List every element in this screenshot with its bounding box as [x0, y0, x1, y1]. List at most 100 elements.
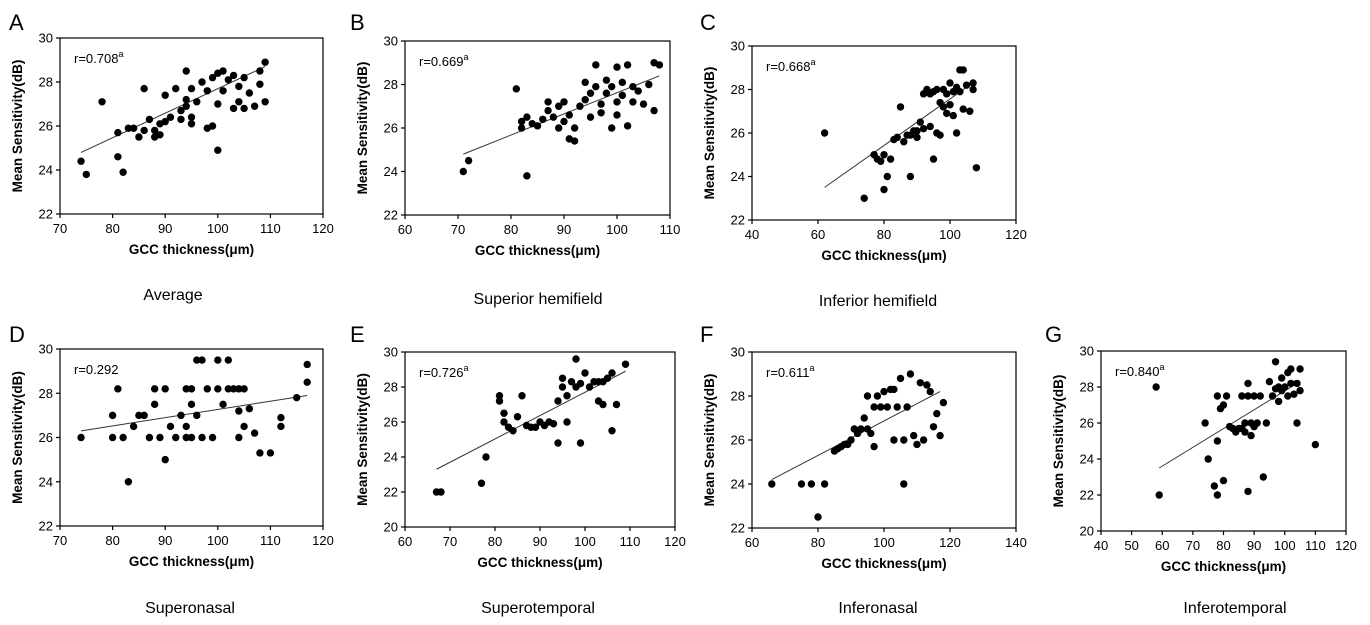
data-point	[1213, 491, 1222, 499]
data-point	[177, 115, 185, 124]
data-point	[603, 374, 612, 382]
data-point	[1287, 365, 1295, 373]
panel-caption: Inferotemporal	[1183, 600, 1286, 617]
y-tick-label: 30	[39, 31, 53, 46]
regression-line	[463, 75, 660, 155]
data-point	[959, 66, 967, 74]
data-point	[161, 385, 169, 393]
data-point	[166, 113, 175, 121]
y-tick-label: 30	[1080, 344, 1094, 359]
data-point	[214, 100, 222, 108]
y-tick-label: 22	[731, 521, 745, 536]
data-point	[558, 374, 567, 382]
y-tick-label: 24	[384, 164, 398, 179]
y-tick-label: 24	[1080, 452, 1094, 467]
y-axis-label: Mean Sensitivity(dB)	[10, 371, 25, 504]
data-point	[1293, 419, 1301, 427]
x-tick-label: 80	[877, 227, 891, 242]
y-tick-label: 26	[731, 126, 745, 141]
panel-caption: Inferonasal	[838, 600, 917, 617]
data-point	[523, 172, 531, 180]
data-point	[437, 488, 445, 496]
y-axis-label: Mean Sensitivity(dB)	[355, 62, 370, 195]
data-point	[177, 411, 185, 420]
panel-caption: Inferior hemifield	[819, 293, 937, 310]
data-point	[919, 436, 928, 444]
data-point	[946, 79, 954, 87]
data-point	[240, 104, 248, 113]
x-axis-label: GCC thickness(μm)	[475, 243, 600, 258]
data-point	[193, 411, 201, 420]
data-point	[576, 379, 585, 388]
data-point	[929, 155, 938, 163]
x-tick-label: 60	[811, 227, 825, 242]
data-point	[145, 433, 154, 442]
x-tick-label: 70	[53, 533, 67, 548]
data-point	[250, 429, 259, 437]
correlation-value: r=0.669	[419, 54, 463, 69]
data-point	[916, 118, 924, 126]
panel-g: G 40 50 60 70 80 90 100 110 120 20 22 24 26 28 30 GCC th…	[1045, 322, 1357, 617]
data-point	[896, 103, 905, 111]
data-point	[235, 433, 243, 442]
y-tick-label: 30	[39, 342, 53, 357]
x-tick-label: 100	[574, 534, 596, 549]
panel-caption: Average	[143, 287, 202, 304]
data-point	[962, 81, 971, 89]
data-point	[585, 383, 594, 391]
y-tick-label: 22	[39, 519, 53, 534]
data-point	[969, 85, 977, 94]
data-point	[1259, 473, 1268, 481]
data-point	[943, 90, 951, 98]
data-point	[797, 480, 806, 488]
data-point	[108, 433, 117, 442]
data-point	[906, 172, 915, 181]
data-point	[602, 76, 611, 84]
y-axis-label: Mean Sensitivity(dB)	[355, 373, 370, 506]
data-point	[1287, 379, 1295, 388]
data-point	[1247, 431, 1255, 440]
data-point	[482, 453, 490, 461]
data-point	[187, 84, 196, 93]
x-tick-label: 60	[398, 534, 412, 549]
data-point	[860, 414, 868, 422]
x-tick-label: 110	[1305, 538, 1326, 553]
data-point	[581, 78, 589, 87]
data-point	[949, 111, 957, 120]
data-point	[256, 80, 264, 88]
data-point	[193, 98, 201, 106]
data-point	[880, 151, 888, 159]
data-point	[235, 82, 243, 91]
panel-letter: C	[700, 10, 716, 35]
data-point	[235, 98, 243, 106]
data-point	[847, 436, 855, 444]
data-point	[863, 392, 872, 400]
data-point	[896, 374, 905, 383]
data-point	[182, 422, 190, 431]
data-point	[597, 100, 605, 108]
data-point	[581, 369, 589, 377]
data-point	[807, 480, 816, 488]
data-point	[1290, 390, 1298, 398]
data-point	[655, 61, 664, 69]
data-point	[560, 98, 568, 106]
x-tick-label: 50	[1124, 538, 1138, 553]
data-point	[261, 58, 269, 66]
y-tick-label: 30	[731, 39, 745, 54]
data-point	[219, 67, 227, 75]
data-point	[198, 356, 206, 364]
data-point	[203, 87, 211, 95]
x-tick-label: 80	[811, 535, 825, 550]
x-tick-label: 90	[158, 533, 172, 548]
data-point	[229, 385, 238, 393]
data-point	[877, 403, 885, 411]
data-point	[495, 392, 504, 400]
x-tick-label: 70	[443, 534, 457, 549]
panel-d: D 70 80 90 100 110 120 22 24 26 28 30 GCC thickness(…	[9, 322, 334, 617]
x-axis-label: GCC thickness(μm)	[477, 555, 602, 570]
data-point	[240, 385, 248, 393]
significance-marker: a	[463, 52, 468, 62]
data-point	[182, 67, 190, 75]
data-point	[870, 403, 878, 411]
data-point	[623, 61, 632, 69]
